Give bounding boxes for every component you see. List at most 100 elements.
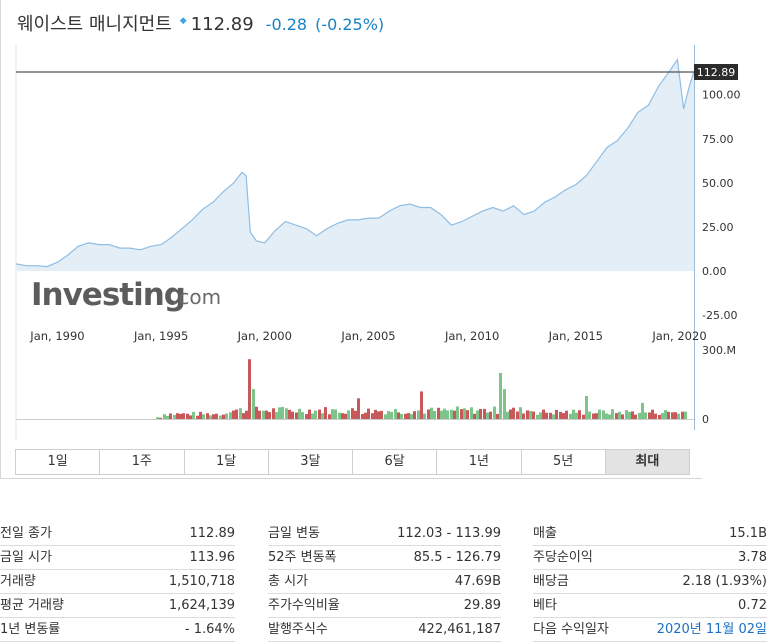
current-price: 112.89 xyxy=(190,14,254,35)
volume-bar xyxy=(638,412,641,419)
volume-bar xyxy=(275,412,278,419)
volume-bar xyxy=(503,389,506,419)
stat-row: 거래량 1,510,718 xyxy=(0,570,235,594)
range-button[interactable]: 1년 xyxy=(437,450,522,474)
stat-value[interactable]: 2020년 11월 02일 xyxy=(656,622,767,637)
x-tick-label: Jan, 2000 xyxy=(237,329,292,343)
volume-bar xyxy=(328,414,331,419)
stat-row: 베타 0.72 xyxy=(533,594,767,618)
volume-bar xyxy=(539,412,542,419)
stat-row: 주가수익비율 29.89 xyxy=(268,594,501,618)
volume-bar xyxy=(677,413,680,419)
stat-value: 112.89 xyxy=(189,526,236,541)
volume-bar xyxy=(420,391,423,419)
stat-label: 다음 수익일자 xyxy=(533,622,609,637)
volume-bar xyxy=(681,411,684,419)
y-tick-label: 50.00 xyxy=(702,177,734,190)
volume-bar xyxy=(374,409,377,419)
volume-bar xyxy=(248,359,251,419)
x-tick-label: Jan, 1995 xyxy=(133,329,188,343)
volume-bar xyxy=(588,411,591,419)
volume-bar xyxy=(625,410,628,419)
stat-row: 다음 수익일자 2020년 11월 02일 xyxy=(533,618,767,642)
volume-bar xyxy=(295,412,298,419)
volume-bar xyxy=(245,410,248,419)
volume-bar xyxy=(318,409,321,419)
stat-label: 평균 거래량 xyxy=(0,598,64,613)
range-button[interactable]: 1달 xyxy=(184,450,269,474)
x-tick-label: Jan, 2015 xyxy=(548,329,603,343)
volume-bar xyxy=(367,408,370,419)
volume-bar xyxy=(163,414,166,419)
volume-bar xyxy=(453,410,456,419)
range-button[interactable]: 5년 xyxy=(521,450,606,474)
volume-bar xyxy=(298,408,301,419)
volume-bar xyxy=(631,411,634,419)
volume-bar xyxy=(470,407,473,419)
volume-bar xyxy=(427,409,430,419)
volume-bar xyxy=(357,398,360,419)
stat-row: 52주 변동폭 85.5 - 126.79 xyxy=(268,546,501,570)
range-button[interactable]: 1일 xyxy=(16,450,101,474)
volume-bar xyxy=(176,413,179,419)
range-button[interactable]: 3달 xyxy=(268,450,353,474)
volume-bar xyxy=(186,413,189,419)
volume-bar xyxy=(156,417,159,419)
volume-bottom-label: 0 xyxy=(702,413,709,426)
volume-bar xyxy=(285,408,288,419)
range-button[interactable]: 1주 xyxy=(100,450,185,474)
y-tick-label: 0.00 xyxy=(702,265,727,278)
volume-bar xyxy=(417,410,420,419)
volume-bar xyxy=(262,410,265,419)
volume-bar xyxy=(493,406,496,419)
volume-bar xyxy=(450,409,453,419)
volume-bar xyxy=(308,409,311,419)
stat-label: 발행주식수 xyxy=(268,622,328,637)
range-button[interactable]: 6달 xyxy=(353,450,438,474)
volume-bar xyxy=(404,413,407,419)
stat-row: 평균 거래량 1,624,139 xyxy=(0,594,235,618)
volume-bar xyxy=(242,413,245,419)
volume-bar xyxy=(437,407,440,419)
volume-bar xyxy=(219,415,222,419)
volume-bar xyxy=(661,413,664,419)
instrument-title: 웨이스트 매니지먼트 xyxy=(17,14,172,35)
stat-row: 배당금 2.18 (1.93%) xyxy=(533,570,767,594)
volume-bar xyxy=(384,414,387,419)
volume-bar xyxy=(542,409,545,419)
volume-bar xyxy=(582,414,585,419)
stat-label: 매출 xyxy=(533,526,557,541)
volume-bar xyxy=(235,409,238,419)
range-button[interactable]: 최대 xyxy=(605,450,689,474)
volume-bar xyxy=(516,411,519,419)
volume-bar xyxy=(456,406,459,419)
volume-bar xyxy=(225,413,228,419)
stat-value: 1,510,718 xyxy=(168,574,235,589)
volume-bar xyxy=(499,373,502,419)
volume-bar xyxy=(644,412,647,419)
volume-bar xyxy=(301,412,304,419)
volume-bar xyxy=(608,414,611,419)
price-chart[interactable]: Investing.com 112.89 100.00 75.00 50.00 25.… xyxy=(0,0,773,440)
volume-bar xyxy=(460,409,463,419)
stats-column-2: 금일 변동 112.03 - 113.99 52주 변동폭 85.5 - 126.79… xyxy=(268,522,501,642)
volume-bar xyxy=(569,413,572,419)
volume-bar xyxy=(562,413,565,419)
volume-bar xyxy=(268,412,271,419)
volume-bar xyxy=(423,413,426,419)
volume-bar xyxy=(344,413,347,419)
stat-row: 금일 변동 112.03 - 113.99 xyxy=(268,522,501,546)
volume-bar xyxy=(229,412,232,419)
volume-bar xyxy=(341,413,344,419)
volume-bar xyxy=(314,410,317,419)
volume-bar xyxy=(281,406,284,419)
volume-bar xyxy=(380,410,383,419)
volume-bar xyxy=(522,413,525,419)
volume-bar xyxy=(413,411,416,419)
volume-bar xyxy=(354,410,357,419)
stat-label: 52주 변동폭 xyxy=(268,550,337,565)
volume-bar xyxy=(430,407,433,419)
stat-row: 전일 종가 112.89 xyxy=(0,522,235,546)
stat-row: 발행주식수 422,461,187 xyxy=(268,618,501,642)
stat-label: 배당금 xyxy=(533,574,569,589)
